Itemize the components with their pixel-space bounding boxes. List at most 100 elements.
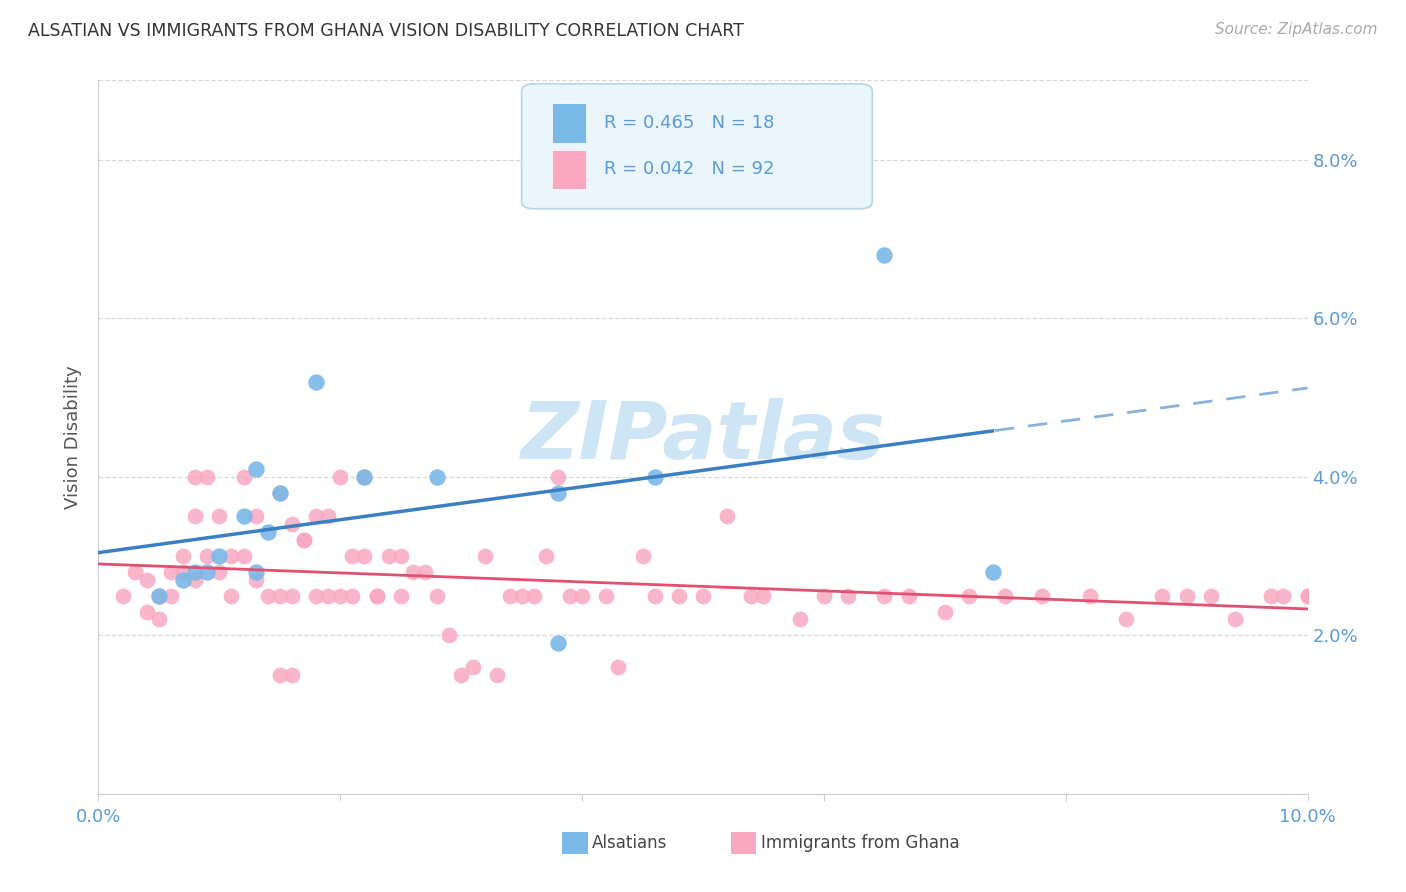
Point xyxy=(245,573,267,587)
Point xyxy=(148,589,170,603)
Point xyxy=(1175,589,1198,603)
Point xyxy=(172,549,194,563)
Point xyxy=(366,589,388,603)
Point xyxy=(873,248,896,262)
Point xyxy=(353,469,375,483)
Point xyxy=(1260,589,1282,603)
Point xyxy=(752,589,775,603)
Text: Alsatians: Alsatians xyxy=(592,834,668,852)
Point xyxy=(595,589,617,603)
Point xyxy=(269,668,291,682)
Bar xyxy=(553,150,586,189)
Point xyxy=(195,549,218,563)
Point xyxy=(534,549,557,563)
Point xyxy=(1296,589,1319,603)
Point xyxy=(148,589,170,603)
Point xyxy=(232,509,254,524)
Point xyxy=(245,565,267,579)
Text: R = 0.465   N = 18: R = 0.465 N = 18 xyxy=(603,114,775,132)
Y-axis label: Vision Disability: Vision Disability xyxy=(65,365,83,509)
Point xyxy=(305,589,328,603)
Point xyxy=(208,509,231,524)
Point xyxy=(148,589,170,603)
Point xyxy=(1296,589,1319,603)
Point xyxy=(981,565,1004,579)
Point xyxy=(426,469,449,483)
Point xyxy=(232,469,254,483)
Point xyxy=(245,462,267,476)
Point xyxy=(1115,612,1137,626)
Point xyxy=(558,589,581,603)
Point xyxy=(256,589,278,603)
Point xyxy=(668,589,690,603)
Text: R = 0.042   N = 92: R = 0.042 N = 92 xyxy=(603,161,775,178)
Point xyxy=(160,565,183,579)
Point xyxy=(245,509,267,524)
Point xyxy=(934,605,956,619)
Point xyxy=(305,509,328,524)
Point xyxy=(281,589,304,603)
Point xyxy=(644,589,666,603)
Point xyxy=(463,660,485,674)
Point xyxy=(837,589,859,603)
Point xyxy=(1078,589,1101,603)
Point xyxy=(1223,612,1246,626)
Point xyxy=(195,469,218,483)
Text: Immigrants from Ghana: Immigrants from Ghana xyxy=(761,834,959,852)
Point xyxy=(269,485,291,500)
Point xyxy=(329,589,352,603)
Point xyxy=(1199,589,1222,603)
Point xyxy=(1031,589,1053,603)
Point xyxy=(111,589,134,603)
Point xyxy=(873,589,896,603)
Point xyxy=(366,589,388,603)
Point xyxy=(1152,589,1174,603)
Point xyxy=(389,589,412,603)
Point xyxy=(353,549,375,563)
Point xyxy=(208,565,231,579)
Point xyxy=(135,573,157,587)
Point xyxy=(329,469,352,483)
Point xyxy=(172,573,194,587)
Point xyxy=(342,589,364,603)
Point xyxy=(195,565,218,579)
Point xyxy=(184,573,207,587)
Point xyxy=(377,549,399,563)
FancyBboxPatch shape xyxy=(522,84,872,209)
Point xyxy=(474,549,496,563)
Point xyxy=(184,565,207,579)
Point xyxy=(789,612,811,626)
Point xyxy=(305,375,328,389)
Point xyxy=(450,668,472,682)
Point xyxy=(716,509,738,524)
Point xyxy=(631,549,654,563)
Point xyxy=(547,469,569,483)
Point xyxy=(208,549,231,563)
Point xyxy=(692,589,714,603)
Point xyxy=(1272,589,1295,603)
Point xyxy=(994,589,1017,603)
Text: ALSATIAN VS IMMIGRANTS FROM GHANA VISION DISABILITY CORRELATION CHART: ALSATIAN VS IMMIGRANTS FROM GHANA VISION… xyxy=(28,22,744,40)
Point xyxy=(413,565,436,579)
Point xyxy=(172,565,194,579)
Point xyxy=(148,612,170,626)
Point xyxy=(897,589,920,603)
Bar xyxy=(553,103,586,143)
Point xyxy=(547,485,569,500)
Point xyxy=(498,589,520,603)
Point xyxy=(221,589,243,603)
Point xyxy=(256,525,278,540)
Point xyxy=(184,509,207,524)
Point xyxy=(571,589,593,603)
Text: ZIPatlas: ZIPatlas xyxy=(520,398,886,476)
Point xyxy=(523,589,546,603)
Point xyxy=(426,589,449,603)
Point xyxy=(486,668,509,682)
Point xyxy=(316,589,339,603)
Point xyxy=(135,605,157,619)
Point xyxy=(547,636,569,650)
Point xyxy=(957,589,980,603)
Point xyxy=(281,668,304,682)
Point xyxy=(232,549,254,563)
Point xyxy=(184,469,207,483)
